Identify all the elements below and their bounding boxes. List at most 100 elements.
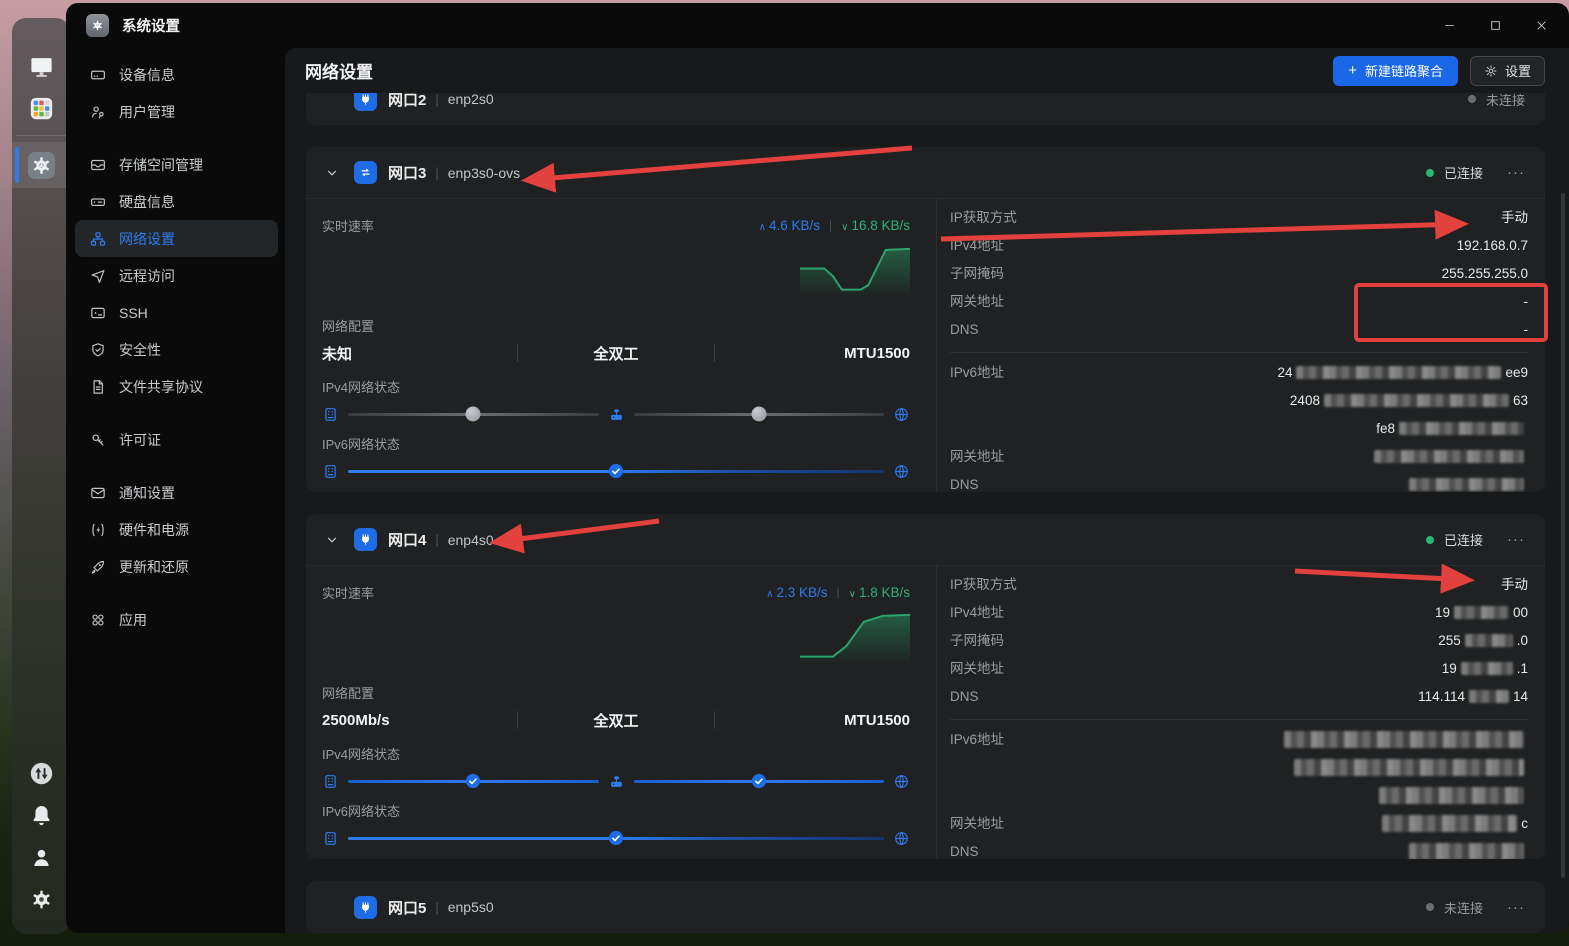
dock-user-icon[interactable] xyxy=(12,836,70,878)
port-card-header[interactable]: 网口3 | enp3s0-ovs 已连接 ··· xyxy=(306,147,1545,199)
dock-settings-icon[interactable] xyxy=(12,142,70,188)
plus-icon: + xyxy=(1348,61,1357,79)
router-icon xyxy=(610,408,622,420)
sidebar-item-network-settings[interactable]: 网络设置 xyxy=(75,220,278,257)
main-panel: 网络设置 + 新建链路聚合 设置 网口2 | enp2s0 xyxy=(285,48,1569,933)
page-title: 网络设置 xyxy=(305,63,373,82)
ethernet-port-icon xyxy=(354,93,377,111)
sidebar-item-disk-info[interactable]: 硬盘信息 xyxy=(75,183,278,220)
dock-transfer-icon[interactable] xyxy=(12,752,70,794)
minimize-button[interactable] xyxy=(1433,11,1465,41)
ipv6-address: 2408 63 xyxy=(1289,393,1528,408)
nas-icon xyxy=(325,464,336,478)
chevron-down-icon[interactable] xyxy=(323,164,341,182)
scrollbar-thumb[interactable] xyxy=(1561,193,1565,878)
window-title: 系统设置 xyxy=(122,19,180,35)
ipv4-status-line xyxy=(322,771,910,791)
ip-mode-value: 手动 xyxy=(1501,210,1528,225)
sidebar-item-device-info[interactable]: 设备信息 xyxy=(75,56,278,93)
status-dot xyxy=(1467,95,1476,103)
port-card-header[interactable]: 网口5 | enp5s0 未连接 ··· xyxy=(306,881,1545,933)
redacted-value xyxy=(1296,366,1502,379)
sidebar-item-notifications[interactable]: 通知设置 xyxy=(75,474,278,511)
status-badge: 未连接 xyxy=(1443,900,1483,916)
redacted-value xyxy=(1460,662,1513,675)
ipv6-address xyxy=(1280,782,1528,810)
sidebar-item-storage[interactable]: 存储空间管理 xyxy=(75,146,278,183)
config-label: 网络配置 xyxy=(322,686,375,701)
globe-icon xyxy=(895,464,908,478)
status-badge: 已连接 xyxy=(1443,533,1483,548)
ipv6-status-label: IPv6网络状态 xyxy=(322,437,401,452)
ipv6-address: fe8 xyxy=(1277,415,1528,443)
duplex: 全双工 xyxy=(593,345,639,363)
redacted-value xyxy=(1464,634,1513,647)
router-icon xyxy=(610,775,622,787)
ovs-bridge-icon xyxy=(354,161,377,184)
check-knob xyxy=(464,772,482,790)
port-card-header[interactable]: 网口2 | enp2s0 未连接 xyxy=(306,93,1545,125)
status-dot xyxy=(1425,535,1434,544)
ethernet-port-icon xyxy=(354,528,377,551)
status-dot xyxy=(1425,903,1434,911)
main-header: 网络设置 + 新建链路聚合 设置 xyxy=(285,48,1569,93)
redacted-value xyxy=(1453,606,1509,619)
config-label: 网络配置 xyxy=(322,319,375,334)
nas-icon xyxy=(325,407,336,421)
new-bond-button[interactable]: + 新建链路聚合 xyxy=(1333,55,1458,86)
sidebar-item-hardware-power[interactable]: 硬件和电源 xyxy=(75,511,278,548)
settings-button[interactable]: 设置 xyxy=(1469,55,1545,86)
sidebar-item-security[interactable]: 安全性 xyxy=(75,331,278,368)
sidebar-item-user-management[interactable]: 用户管理 xyxy=(75,93,278,130)
settings-window: 系统设置 设备信息 用户管理 存储空间管理 硬盘信息 网络设置 远程访问 SSH… xyxy=(66,3,1569,933)
link-speed: 2500Mb/s xyxy=(322,711,390,729)
globe-icon xyxy=(895,831,908,845)
check-knob xyxy=(607,462,625,480)
ipv4-status-label: IPv4网络状态 xyxy=(322,747,401,762)
titlebar: 系统设置 xyxy=(66,3,1569,48)
mtu: MTU1500 xyxy=(844,344,910,362)
sidebar-item-update-restore[interactable]: 更新和还原 xyxy=(75,548,278,585)
ipv4-status-label: IPv4网络状态 xyxy=(322,380,401,395)
sidebar-item-apps[interactable]: 应用 xyxy=(75,601,278,638)
status-badge: 已连接 xyxy=(1443,166,1483,181)
ipv6-address xyxy=(1280,726,1528,754)
dock-display-icon[interactable] xyxy=(12,45,70,87)
maximize-button[interactable] xyxy=(1479,11,1511,41)
redacted-value xyxy=(1409,843,1524,859)
realtime-label: 实时速率 xyxy=(322,218,375,234)
ip-mode-value: 手动 xyxy=(1501,577,1528,592)
sidebar-item-file-sharing[interactable]: 文件共享协议 xyxy=(75,368,278,405)
ipv6-address: 24 ee9 xyxy=(1277,365,1528,380)
dock-apps-icon[interactable] xyxy=(12,87,70,129)
more-menu-icon[interactable]: ··· xyxy=(1507,531,1525,548)
check-knob xyxy=(750,772,768,790)
redacted-value xyxy=(1399,422,1524,435)
redacted-value xyxy=(1374,450,1524,463)
close-button[interactable] xyxy=(1525,11,1557,41)
ethernet-port-icon xyxy=(354,895,377,919)
ipv4-status-line xyxy=(322,404,910,424)
more-menu-icon[interactable]: ··· xyxy=(1507,164,1525,181)
link-speed: 未知 xyxy=(322,345,353,363)
port-card-header[interactable]: 网口4 | enp4s0 已连接 ··· xyxy=(306,514,1545,566)
redacted-value xyxy=(1468,690,1509,703)
duplex: 全双工 xyxy=(593,712,639,730)
ipv6-status-line xyxy=(322,828,910,848)
chevron-down-icon[interactable] xyxy=(323,531,341,549)
status-knob xyxy=(465,406,481,422)
dock-bell-icon[interactable] xyxy=(12,794,70,836)
redacted-value xyxy=(1409,478,1524,491)
dock-gear-icon[interactable] xyxy=(12,878,70,920)
more-menu-icon[interactable]: ··· xyxy=(1507,898,1525,916)
port-list: 网口2 | enp2s0 未连接 网口3 xyxy=(285,93,1569,933)
sidebar-item-ssh[interactable]: SSH xyxy=(75,294,278,331)
port-card-enp4s0: 网口4 | enp4s0 已连接 ··· 实时速率 xyxy=(306,514,1545,859)
dock xyxy=(12,18,70,934)
sidebar-item-license[interactable]: 许可证 xyxy=(75,421,278,458)
upload-speed: ∧ 2.3 KB/s xyxy=(766,584,828,600)
sidebar-item-remote-access[interactable]: 远程访问 xyxy=(75,257,278,294)
redacted-value xyxy=(1284,731,1524,748)
realtime-sparkline xyxy=(800,247,910,296)
link-config-row: 未知 全双工 MTU1500 xyxy=(322,341,910,365)
